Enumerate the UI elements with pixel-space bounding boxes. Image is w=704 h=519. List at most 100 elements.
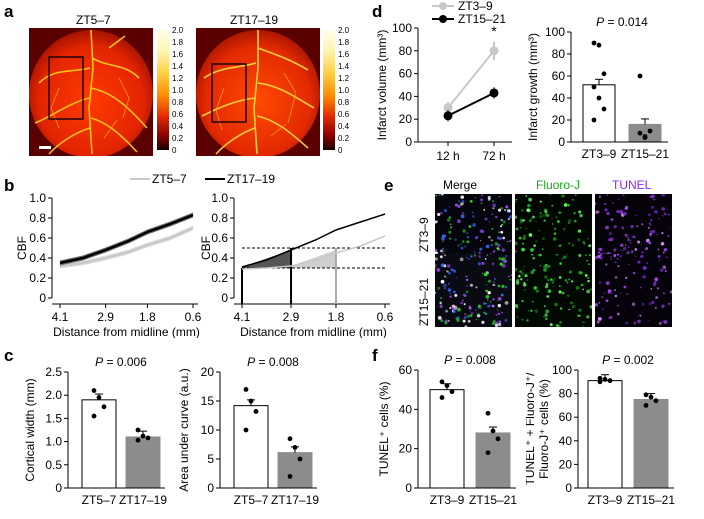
- cell: [447, 271, 451, 275]
- y-tick-label: 20: [201, 365, 215, 379]
- panel-label-f: f: [372, 346, 378, 365]
- cell: [617, 304, 619, 307]
- cell: [481, 261, 485, 265]
- y-axis-label: Infarct growth (mm³): [526, 33, 540, 141]
- panel-label-c: c: [4, 346, 14, 365]
- cell: [558, 211, 562, 214]
- cell: [562, 227, 566, 231]
- cell: [483, 209, 486, 211]
- data-point: [490, 428, 496, 434]
- cell: [578, 308, 582, 312]
- cell: [651, 301, 655, 304]
- cell: [631, 250, 634, 253]
- cell: [648, 302, 652, 306]
- cell: [495, 215, 498, 219]
- cell: [530, 309, 533, 312]
- p-value-label: P = 0.008: [444, 353, 496, 367]
- y-tick-label: 60: [559, 410, 573, 424]
- cell: [463, 315, 467, 320]
- cell: [589, 305, 592, 309]
- y-tick-label: 0.6: [29, 231, 46, 245]
- cell: [575, 286, 580, 290]
- y-tick-label: 0.4: [29, 251, 46, 265]
- cell: [466, 314, 470, 318]
- p-value-label: P = 0.006: [95, 355, 147, 369]
- cell: [522, 236, 526, 240]
- cell: [454, 203, 458, 207]
- y-tick-label: 0.2: [211, 271, 228, 285]
- cell: [442, 247, 445, 250]
- cell: [465, 290, 469, 294]
- cell: [497, 243, 501, 247]
- colorbar-right: [323, 30, 335, 150]
- legend-marker-ZT3–9: [439, 2, 447, 10]
- row-label-zt15-21: ZT15–21: [417, 277, 431, 326]
- cell: [619, 255, 623, 258]
- cell: [456, 316, 460, 320]
- colorbar-tick: 1.6: [172, 50, 184, 59]
- y-tick-label: 2.0: [45, 388, 62, 402]
- cell: [528, 218, 533, 223]
- cell: [632, 271, 636, 275]
- data-point: [601, 71, 607, 77]
- cell: [457, 200, 461, 203]
- y-tick-label: 20: [399, 442, 413, 456]
- x-tick-label: 4.1: [52, 310, 69, 324]
- cell: [627, 246, 630, 249]
- x-tick-label: ZT3–9: [582, 147, 617, 161]
- colorbar-tick: 0.6: [172, 110, 184, 119]
- bar-ZT15–21: [475, 432, 511, 489]
- cell: [626, 293, 628, 295]
- cell: [634, 255, 637, 258]
- cell: [510, 274, 512, 276]
- cell: [548, 265, 551, 268]
- cell: [654, 307, 657, 310]
- cell: [515, 268, 518, 272]
- cell: [508, 275, 510, 278]
- cell: [620, 243, 624, 247]
- x-tick-label: ZT5–7: [82, 493, 117, 507]
- cell: [647, 226, 650, 229]
- cell: [543, 316, 545, 318]
- cell: [498, 231, 501, 234]
- cell: [519, 226, 522, 229]
- cell: [625, 244, 627, 246]
- cell: [518, 274, 521, 278]
- cell: [568, 242, 571, 245]
- y-axis-label: CBF: [15, 236, 29, 260]
- cell: [668, 302, 671, 306]
- cell: [481, 272, 484, 275]
- cell: [496, 236, 501, 240]
- cell: [577, 238, 581, 242]
- x-tick-label: ZT17–19: [119, 493, 167, 507]
- cell: [563, 203, 568, 207]
- cell: [625, 321, 628, 325]
- cell: [435, 194, 438, 197]
- data-point: [101, 404, 107, 410]
- colorbar-tick: 0.8: [172, 98, 184, 107]
- cell: [498, 196, 501, 198]
- cell: [563, 255, 567, 259]
- cell: [435, 251, 438, 255]
- cell: [450, 268, 454, 272]
- col-header-tunel: TUNEL: [612, 178, 652, 192]
- x-tick-label: ZT3–9: [588, 493, 623, 507]
- cell: [479, 247, 483, 251]
- cell: [501, 284, 505, 289]
- cell: [530, 248, 534, 252]
- cell: [532, 268, 536, 272]
- cbf-image-left: [29, 28, 153, 156]
- cell: [610, 256, 612, 258]
- cell: [606, 194, 608, 196]
- cell: [535, 310, 538, 314]
- cell: [605, 299, 609, 302]
- cell: [478, 251, 481, 255]
- cell: [579, 213, 583, 218]
- cell: [622, 246, 627, 251]
- cell: [571, 244, 575, 247]
- cell: [474, 197, 477, 199]
- cell: [656, 233, 659, 236]
- y-tick-label: 0: [207, 481, 214, 495]
